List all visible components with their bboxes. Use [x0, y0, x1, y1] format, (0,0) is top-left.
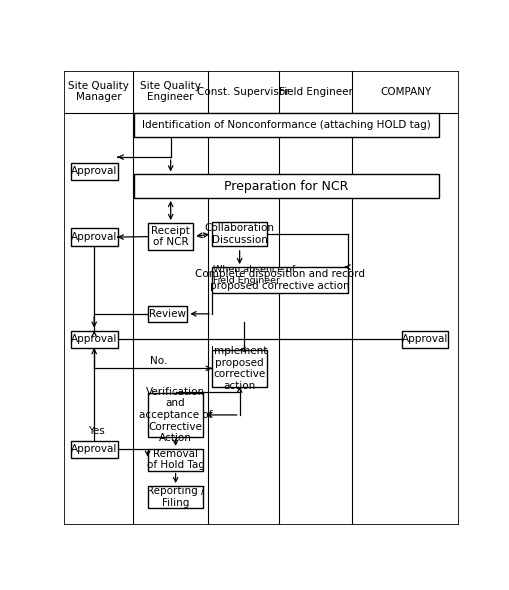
FancyBboxPatch shape [71, 228, 117, 245]
Text: Verification
and
acceptance of
Corrective
Action: Verification and acceptance of Correctiv… [138, 386, 212, 443]
FancyBboxPatch shape [71, 163, 117, 180]
Text: Approval: Approval [401, 335, 447, 345]
FancyBboxPatch shape [148, 223, 193, 250]
Text: No.: No. [150, 356, 167, 366]
FancyBboxPatch shape [71, 441, 117, 458]
FancyBboxPatch shape [148, 449, 203, 471]
FancyBboxPatch shape [148, 306, 187, 322]
FancyBboxPatch shape [134, 113, 438, 137]
Text: Site Quality
Engineer: Site Quality Engineer [140, 81, 201, 103]
FancyBboxPatch shape [148, 394, 203, 437]
Text: Approval: Approval [71, 166, 117, 176]
Text: Field Engineer: Field Engineer [278, 87, 352, 97]
FancyBboxPatch shape [71, 330, 117, 348]
Text: Approval: Approval [71, 444, 117, 454]
Text: Site Quality
Manager: Site Quality Manager [68, 81, 128, 103]
Text: Yes: Yes [88, 426, 105, 436]
Text: Reporting /
Filing: Reporting / Filing [147, 486, 204, 508]
Text: Removal
of Hold Tag: Removal of Hold Tag [147, 449, 204, 470]
FancyBboxPatch shape [148, 486, 203, 508]
FancyBboxPatch shape [134, 175, 438, 198]
Text: Implement
proposed
corrective
action: Implement proposed corrective action [211, 346, 267, 391]
Text: When absence of
Field Engineer: When absence of Field Engineer [213, 266, 295, 284]
Text: Collaboration
Discussion: Collaboration Discussion [204, 223, 274, 245]
Text: Review: Review [149, 309, 186, 319]
Text: Complete disposition and record
proposed corrective action: Complete disposition and record proposed… [195, 270, 364, 291]
FancyBboxPatch shape [401, 330, 447, 348]
Text: Preparation for NCR: Preparation for NCR [224, 180, 348, 193]
Text: COMPANY: COMPANY [379, 87, 431, 97]
Text: Identification of Nonconformance (attaching HOLD tag): Identification of Nonconformance (attach… [142, 120, 430, 130]
Text: Approval: Approval [71, 232, 117, 242]
FancyBboxPatch shape [212, 222, 267, 245]
Text: Receipt
of NCR: Receipt of NCR [151, 226, 190, 247]
FancyBboxPatch shape [212, 350, 267, 386]
FancyBboxPatch shape [212, 267, 348, 293]
Text: Const. Supervisor: Const. Supervisor [197, 87, 289, 97]
Text: Approval: Approval [71, 335, 117, 345]
